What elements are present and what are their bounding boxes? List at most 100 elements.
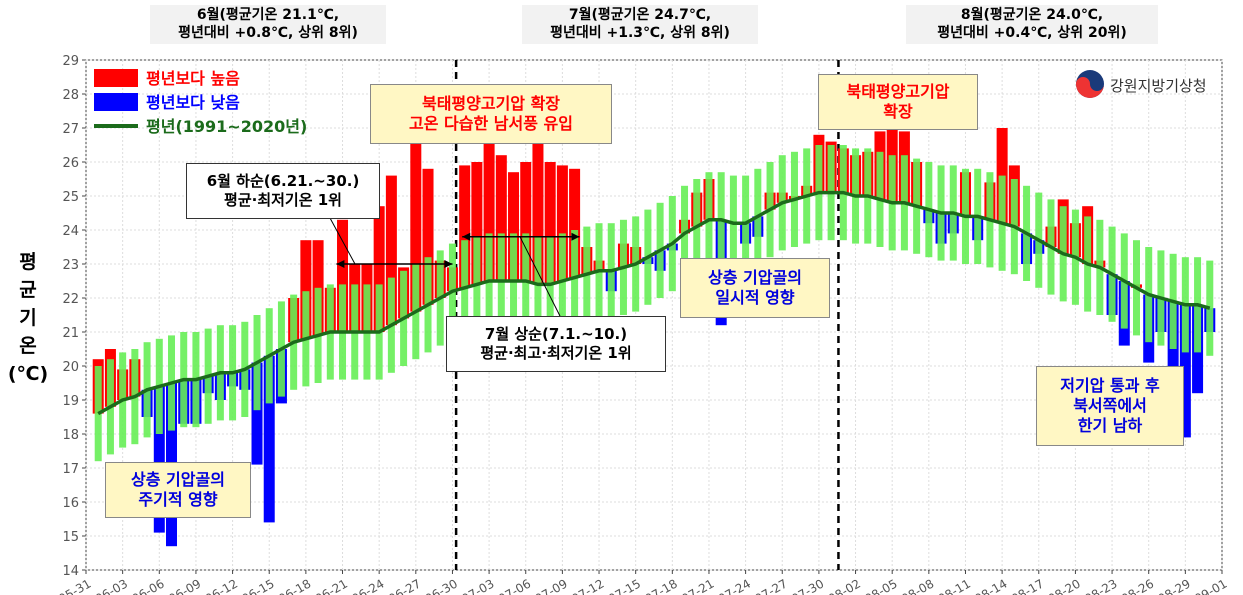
x-tick-label: 07-15 xyxy=(606,576,643,595)
x-tick-label: 08-23 xyxy=(1082,576,1119,595)
y-tick-label: 19 xyxy=(62,394,79,409)
below-normal-bar xyxy=(1179,304,1191,438)
legend-label: 평년보다 높음 xyxy=(146,69,240,88)
x-tick-label: 07-18 xyxy=(643,576,680,595)
x-tick-label: 08-02 xyxy=(826,576,863,595)
annotation: 6월(평균기온 21.1℃, 평년대비 +0.8℃, 상위 8위) xyxy=(150,5,386,44)
annotation-line: 저기압 통과 후 xyxy=(1060,376,1160,395)
y-axis-label: 평 xyxy=(19,251,36,273)
y-tick-label: 20 xyxy=(62,360,79,375)
x-tick-label: 08-20 xyxy=(1046,576,1083,595)
x-tick-label: 06-24 xyxy=(349,576,386,595)
above-normal-bar xyxy=(410,131,422,312)
annotation-line: 상층 기압골의 xyxy=(708,268,802,287)
x-tick-label: 06-12 xyxy=(203,576,240,595)
x-tick-label: 08-29 xyxy=(1156,576,1193,595)
x-tick-label: 06-03 xyxy=(93,576,130,595)
y-axis-label: (℃) xyxy=(8,363,48,385)
x-tick-label: 07-27 xyxy=(753,576,790,595)
x-tick-label: 06-09 xyxy=(166,576,203,595)
logo-icon xyxy=(1076,77,1104,98)
below-normal-bar xyxy=(263,355,275,523)
annotation: 7월 상순(7.1.~10.) 평균·최고·최저기온 1위 xyxy=(446,316,666,372)
y-tick-label: 16 xyxy=(62,496,79,511)
above-normal-bar xyxy=(300,240,312,339)
annotation: 상층 기압골의 일시적 영향 xyxy=(680,258,830,318)
annotation-line: 6월(평균기온 21.1℃, xyxy=(196,7,340,23)
x-tick-label: 08-05 xyxy=(862,576,899,595)
above-normal-bar xyxy=(532,138,544,285)
y-tick-label: 27 xyxy=(62,122,79,137)
annotation-line: 6월 하순(6.21.~30.) xyxy=(206,172,360,191)
above-normal-bar xyxy=(385,175,397,326)
annotation: 북태평양고기압 확장 xyxy=(818,74,978,130)
above-normal-bar xyxy=(569,168,581,278)
legend-swatch xyxy=(94,69,138,87)
x-tick-label: 06-18 xyxy=(276,576,313,595)
y-tick-label: 26 xyxy=(62,156,79,171)
annotation-line: 북서쪽에서 xyxy=(1073,396,1147,415)
leader xyxy=(329,217,356,265)
annotation: 상층 기압골의 주기적 영향 xyxy=(105,462,251,518)
y-axis-label: 균 xyxy=(19,279,36,301)
above-normal-bar xyxy=(337,219,349,332)
y-axis-label: 기 xyxy=(19,307,36,329)
x-tick-label: 06-21 xyxy=(313,576,350,595)
x-tick-label: 07-21 xyxy=(679,576,716,595)
plot-frame xyxy=(85,59,1223,571)
annotation-line: 7월 상순(7.1.~10.) xyxy=(484,325,628,344)
x-tick-label: 08-14 xyxy=(972,576,1009,595)
annotation-line: 8월(평균기온 24.0℃, xyxy=(960,7,1104,23)
y-tick-label: 29 xyxy=(62,54,79,69)
y-tick-label: 15 xyxy=(62,530,79,545)
annotation-line: 평균·최저기온 1위 xyxy=(224,191,342,209)
below-normal-bar xyxy=(153,386,165,533)
x-tick-label: 08-17 xyxy=(1009,576,1046,595)
legend-label: 평년(1991~2020년) xyxy=(146,117,307,136)
above-normal-bar xyxy=(508,172,520,281)
above-normal-bar xyxy=(495,155,507,281)
x-tick-label: 06-27 xyxy=(386,576,423,595)
normal-line xyxy=(97,190,1211,416)
above-normal-bar xyxy=(471,162,483,285)
above-normal-bar xyxy=(556,165,568,281)
legend-swatch xyxy=(94,93,138,111)
x-tick-label: 07-30 xyxy=(789,576,826,595)
x-tick-label: 08-11 xyxy=(936,576,973,595)
annotation-line: 평균·최고·최저기온 1위 xyxy=(480,344,632,362)
above-normal-bar xyxy=(459,165,471,288)
annotation-line: 북태평양고기압 확장 xyxy=(421,94,561,113)
x-tick-label: 06-30 xyxy=(423,576,460,595)
annotation-line: 북태평양고기압 xyxy=(846,82,950,101)
y-tick-label: 25 xyxy=(62,190,79,205)
x-tick-label: 07-03 xyxy=(459,576,496,595)
y-axis-label: 온 xyxy=(19,335,36,357)
y-tick-label: 28 xyxy=(62,88,79,103)
annotation-line: 평년대비 +0.8℃, 상위 8위) xyxy=(178,24,358,41)
annotation-line: 평년대비 +0.4℃, 상위 20위) xyxy=(937,24,1127,41)
x-tick-label: 06-06 xyxy=(130,576,167,595)
leader xyxy=(519,236,561,317)
y-tick-label: 24 xyxy=(62,224,79,239)
annotation: 8월(평균기온 24.0℃, 평년대비 +0.4℃, 상위 20위) xyxy=(906,5,1158,44)
x-tick-label: 07-24 xyxy=(716,576,753,595)
annotation-line: 고온 다습한 남서풍 유입 xyxy=(409,114,573,133)
annotation: 저기압 통과 후 북서쪽에서 한기 남하 xyxy=(1036,366,1184,446)
annotation: 6월 하순(6.21.~30.) 평균·최저기온 1위 xyxy=(186,163,380,219)
x-tick-label: 07-06 xyxy=(496,576,533,595)
y-tick-label: 18 xyxy=(62,428,79,443)
x-tick-label: 05-31 xyxy=(56,576,93,595)
annotation-line: 주기적 영향 xyxy=(138,490,218,509)
x-tick-label: 09-01 xyxy=(1192,576,1229,595)
above-normal-bar xyxy=(520,162,532,281)
above-normal-bar xyxy=(544,162,556,285)
annotation-line: 상층 기압골의 xyxy=(131,470,225,489)
y-tick-label: 23 xyxy=(62,258,79,273)
below-normal-bar xyxy=(251,362,263,465)
y-tick-label: 14 xyxy=(62,564,79,579)
y-tick-label: 22 xyxy=(62,292,79,307)
above-normal-bar xyxy=(483,128,495,281)
logo-text: 강원지방기상청 xyxy=(1110,77,1207,95)
